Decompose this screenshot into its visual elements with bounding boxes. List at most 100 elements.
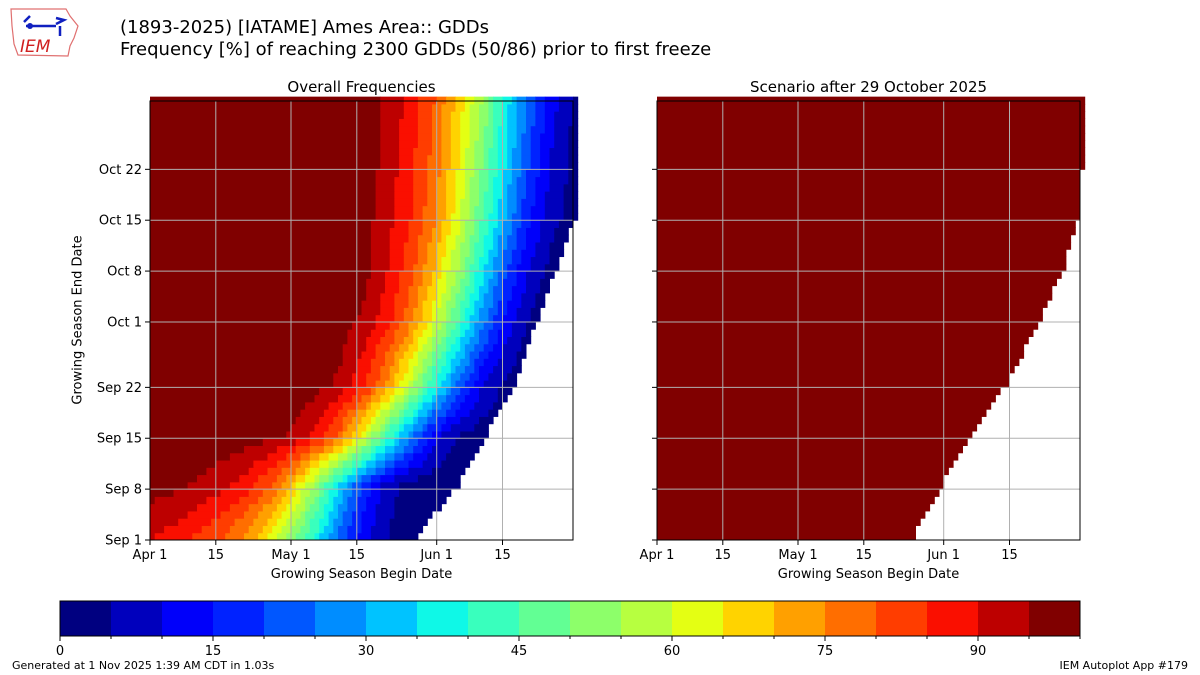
heatmap-cell (446, 351, 456, 359)
heatmap-cell (474, 147, 485, 156)
heatmap-cell (389, 249, 405, 258)
heatmap-cell (272, 510, 283, 519)
heatmap-cell (150, 169, 377, 178)
heatmap-cell (446, 394, 456, 403)
heatmap-cell (488, 285, 494, 294)
heatmap-cell (464, 394, 480, 403)
heatmap-cell (441, 351, 447, 359)
heatmap-cell (526, 271, 546, 279)
heatmap-cell (455, 169, 466, 178)
x-tick-label: 15 (856, 548, 873, 563)
heatmap-cell (150, 452, 231, 461)
heatmap-cell (281, 481, 292, 490)
heatmap-cell (511, 256, 522, 265)
heatmap-cell (469, 205, 475, 214)
heatmap-cell (389, 518, 428, 526)
colorbar-swatch (723, 601, 775, 636)
heatmap-cell (427, 365, 433, 374)
heatmap-cell (403, 336, 414, 345)
heatmap-cell (413, 147, 433, 156)
heatmap-cell (441, 147, 452, 156)
heatmap-cell (427, 198, 438, 207)
heatmap-cell (530, 220, 541, 228)
heatmap-cell (455, 292, 466, 301)
heatmap-cell (474, 256, 480, 265)
heatmap-cell (657, 409, 987, 417)
heatmap-cell (319, 452, 330, 461)
heatmap-cell (455, 103, 466, 112)
heatmap-cell (394, 198, 414, 207)
heatmap-cell (361, 510, 377, 519)
heatmap-cell (328, 496, 334, 505)
heatmap-cell (366, 380, 377, 388)
heatmap-cell (436, 256, 442, 265)
colorbar-swatch (111, 601, 163, 636)
heatmap-cell (493, 234, 499, 243)
heatmap-cell (347, 445, 358, 454)
heatmap-cell (436, 242, 447, 250)
heatmap-cell (436, 176, 447, 185)
heatmap-cell (295, 445, 311, 454)
heatmap-cell (493, 103, 503, 112)
heatmap-cell (544, 103, 560, 112)
heatmap-cell (502, 183, 508, 192)
heatmap-cell (356, 387, 372, 396)
heatmap-cell (380, 111, 405, 119)
heatmap-cell (455, 394, 466, 403)
heatmap-cell (178, 518, 212, 526)
heatmap-cell (342, 416, 353, 425)
heatmap-cell (333, 503, 339, 512)
colorbar-swatch (570, 601, 622, 636)
heatmap-cell (450, 401, 461, 410)
heatmap-cell (549, 176, 569, 185)
chart-subtitle: Frequency [%] of reaching 2300 GDDs (50/… (120, 39, 712, 60)
heatmap-cell (300, 460, 311, 468)
heatmap-cell (464, 263, 471, 272)
heatmap-cell (657, 510, 926, 519)
heatmap-cell (446, 285, 452, 294)
heatmap-cell (385, 416, 391, 425)
heatmap-cell (258, 510, 273, 519)
heatmap-cell (309, 518, 320, 526)
heatmap-cell (469, 125, 480, 134)
heatmap-cell (464, 256, 475, 265)
heatmap-cell (502, 314, 518, 323)
heatmap-cell (526, 111, 536, 119)
heatmap-cell (521, 169, 527, 178)
heatmap-cell (394, 496, 447, 505)
heatmap-cell (356, 467, 367, 476)
heatmap-cell (469, 111, 480, 119)
heatmap-cell (394, 510, 433, 519)
heatmap-cell (403, 256, 419, 265)
heatmap-cell (479, 285, 489, 294)
heatmap-cell (502, 292, 513, 301)
heatmap-cell (305, 510, 315, 519)
heatmap-cell (389, 394, 395, 403)
heatmap-cell (375, 380, 386, 388)
heatmap-cell (474, 423, 489, 432)
heatmap-cell (544, 271, 555, 279)
heatmap-cell (455, 438, 485, 447)
heatmap-cell (497, 358, 518, 367)
heatmap-cell (291, 460, 301, 468)
heatmap-cell (479, 125, 485, 134)
heatmap-cell (380, 401, 391, 410)
heatmap-cell (352, 372, 367, 381)
heatmap-cell (464, 162, 475, 170)
heatmap-cell (408, 300, 419, 308)
heatmap-cell (333, 481, 339, 490)
heatmap-cell (267, 452, 287, 461)
heatmap-cell (422, 380, 428, 388)
colorbar-swatch (774, 601, 826, 636)
heatmap-cell (450, 111, 461, 119)
heatmap-cell (291, 481, 297, 490)
heatmap-cell (441, 140, 452, 149)
heatmap-cell (657, 256, 1067, 265)
heatmap-cell (507, 147, 513, 156)
heatmap-cell (342, 343, 367, 352)
heatmap-cell (540, 147, 550, 156)
heatmap-cell (474, 285, 480, 294)
heatmap-cell (479, 111, 489, 119)
heatmap-cell (319, 518, 330, 526)
heatmap-cell (319, 387, 344, 396)
